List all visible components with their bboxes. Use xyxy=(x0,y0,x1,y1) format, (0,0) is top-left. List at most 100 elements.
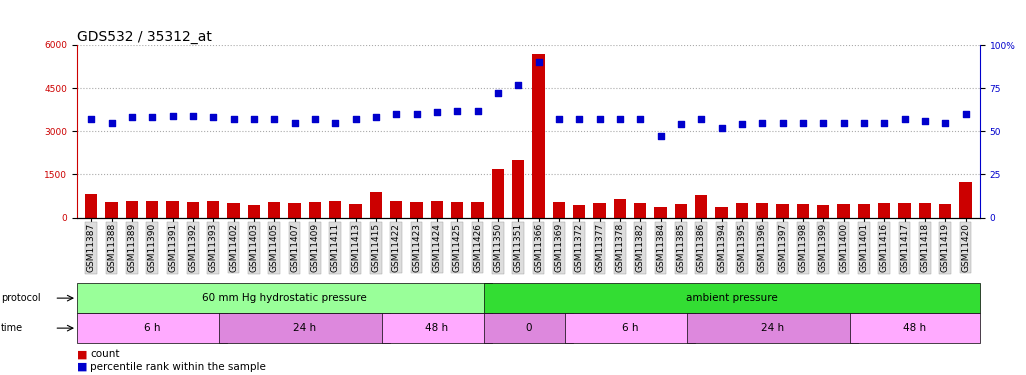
Point xyxy=(957,111,974,117)
Point xyxy=(83,116,100,122)
Bar xyxy=(553,202,565,217)
Text: 24 h: 24 h xyxy=(293,323,316,333)
Bar xyxy=(858,204,870,218)
Point xyxy=(388,111,404,117)
Text: 48 h: 48 h xyxy=(426,323,448,333)
Point xyxy=(795,120,812,126)
Text: ■: ■ xyxy=(77,350,87,359)
Text: percentile rank within the sample: percentile rank within the sample xyxy=(90,362,266,372)
Bar xyxy=(593,203,605,217)
Bar xyxy=(797,204,810,218)
Bar xyxy=(939,204,951,218)
Point xyxy=(835,120,852,126)
Text: 0: 0 xyxy=(525,323,531,333)
Point xyxy=(632,116,648,122)
Point xyxy=(754,120,771,126)
Bar xyxy=(369,192,382,217)
Bar xyxy=(228,203,240,217)
Point xyxy=(775,120,791,126)
Point xyxy=(307,116,323,122)
Point xyxy=(327,120,344,126)
Point xyxy=(916,118,933,124)
Bar xyxy=(85,194,97,217)
Bar xyxy=(817,205,829,218)
Bar xyxy=(878,203,891,217)
Bar xyxy=(350,204,361,218)
Point xyxy=(897,116,913,122)
Point xyxy=(571,116,588,122)
Point xyxy=(226,116,242,122)
Point xyxy=(489,90,506,96)
Bar xyxy=(390,201,402,217)
Point xyxy=(104,120,120,126)
Text: 48 h: 48 h xyxy=(903,323,926,333)
Bar xyxy=(309,202,321,217)
Point xyxy=(510,82,526,88)
Text: ambient pressure: ambient pressure xyxy=(685,293,778,303)
Point xyxy=(937,120,953,126)
Bar xyxy=(220,313,390,343)
Point xyxy=(286,120,303,126)
Bar xyxy=(207,201,220,217)
Text: 6 h: 6 h xyxy=(144,323,160,333)
Bar xyxy=(565,313,696,343)
Bar xyxy=(247,206,260,218)
Bar xyxy=(655,207,667,218)
Text: ■: ■ xyxy=(77,362,87,372)
Point xyxy=(185,113,201,119)
Bar xyxy=(614,199,626,217)
Bar xyxy=(736,203,748,217)
Point xyxy=(367,114,384,120)
Bar xyxy=(451,202,464,217)
Bar xyxy=(756,203,768,217)
Bar xyxy=(491,169,504,217)
Point xyxy=(693,116,709,122)
Point xyxy=(245,116,262,122)
Point xyxy=(429,109,445,115)
Bar xyxy=(850,313,980,343)
Bar xyxy=(126,201,137,217)
Text: GDS532 / 35312_at: GDS532 / 35312_at xyxy=(77,30,211,44)
Point xyxy=(653,134,669,140)
Bar xyxy=(268,202,280,217)
Bar xyxy=(483,283,980,313)
Text: time: time xyxy=(1,323,24,333)
Point xyxy=(266,116,282,122)
Bar xyxy=(959,182,972,218)
Bar xyxy=(574,205,585,218)
Text: protocol: protocol xyxy=(1,293,41,303)
Bar xyxy=(919,203,931,217)
Bar xyxy=(675,204,687,218)
Bar xyxy=(483,313,574,343)
Point xyxy=(144,114,160,120)
Text: 60 mm Hg hydrostatic pressure: 60 mm Hg hydrostatic pressure xyxy=(202,293,366,303)
Bar xyxy=(777,204,789,218)
Point xyxy=(734,122,750,128)
Bar xyxy=(106,202,118,217)
Text: 6 h: 6 h xyxy=(622,323,638,333)
Bar xyxy=(77,313,228,343)
Bar xyxy=(77,283,491,313)
Point xyxy=(611,116,628,122)
Point xyxy=(876,120,893,126)
Point xyxy=(124,114,141,120)
Text: count: count xyxy=(90,350,120,359)
Bar xyxy=(382,313,491,343)
Bar xyxy=(899,203,911,217)
Bar xyxy=(696,195,707,217)
Point xyxy=(815,120,831,126)
Bar xyxy=(512,160,524,218)
Bar xyxy=(410,202,423,217)
Point xyxy=(591,116,607,122)
Bar xyxy=(187,202,199,217)
Point xyxy=(205,114,222,120)
Bar xyxy=(715,207,727,218)
Point xyxy=(713,125,729,131)
Point xyxy=(449,108,466,114)
Point xyxy=(856,120,872,126)
Point xyxy=(469,108,485,114)
Bar xyxy=(288,203,301,217)
Bar xyxy=(329,201,342,217)
Point xyxy=(348,116,364,122)
Bar xyxy=(634,203,646,217)
